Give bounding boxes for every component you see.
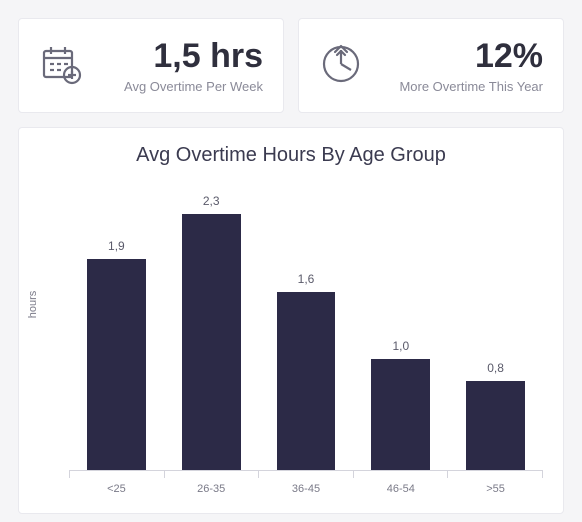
bar [466, 381, 525, 470]
bar-value-label: 0,8 [487, 361, 504, 375]
kpi-value: 1,5 hrs [101, 39, 263, 75]
bar [182, 214, 241, 470]
y-axis-label: hours [27, 290, 39, 318]
x-ticks [69, 470, 543, 478]
kpi-subtitle: Avg Overtime Per Week [101, 79, 263, 94]
bar-value-label: 1,0 [392, 339, 409, 353]
kpi-text: 1,5 hrs Avg Overtime Per Week [101, 39, 263, 94]
calendar-plus-icon [39, 42, 83, 91]
bar-slot: 2,3 [164, 181, 259, 470]
kpi-card-overtime-week: 1,5 hrs Avg Overtime Per Week [18, 18, 284, 113]
bar-slot: 1,6 [259, 181, 354, 470]
bar-slot: 1,9 [69, 181, 164, 470]
kpi-card-overtime-year: 12% More Overtime This Year [298, 18, 564, 113]
chart-plot: 1,9 2,3 1,6 1,0 0,8 [69, 181, 543, 471]
kpi-text: 12% More Overtime This Year [381, 39, 543, 94]
bar [277, 292, 336, 470]
bar-value-label: 1,6 [298, 272, 315, 286]
x-axis-label: 26-35 [164, 483, 259, 495]
x-axis-label: 36-45 [259, 483, 354, 495]
clock-arrow-icon [319, 42, 363, 91]
chart-title: Avg Overtime Hours By Age Group [39, 144, 543, 167]
bar [87, 259, 146, 470]
kpi-value: 12% [381, 39, 543, 75]
kpi-row: 1,5 hrs Avg Overtime Per Week 12% More O… [18, 18, 564, 113]
bar-value-label: 2,3 [203, 194, 220, 208]
x-axis-label: <25 [69, 483, 164, 495]
x-axis-labels: <2526-3536-4546-54>55 [69, 483, 543, 495]
x-axis-label: 46-54 [353, 483, 448, 495]
bar [371, 359, 430, 470]
bar-value-label: 1,9 [108, 239, 125, 253]
chart-area: hours 1,92,31,61,00,8 [39, 181, 543, 471]
kpi-subtitle: More Overtime This Year [381, 79, 543, 94]
x-axis-label: >55 [448, 483, 543, 495]
bar-slot: 0,8 [448, 181, 543, 470]
chart-card: Avg Overtime Hours By Age Group hours 1,… [18, 127, 564, 514]
bar-slot: 1,0 [353, 181, 448, 470]
